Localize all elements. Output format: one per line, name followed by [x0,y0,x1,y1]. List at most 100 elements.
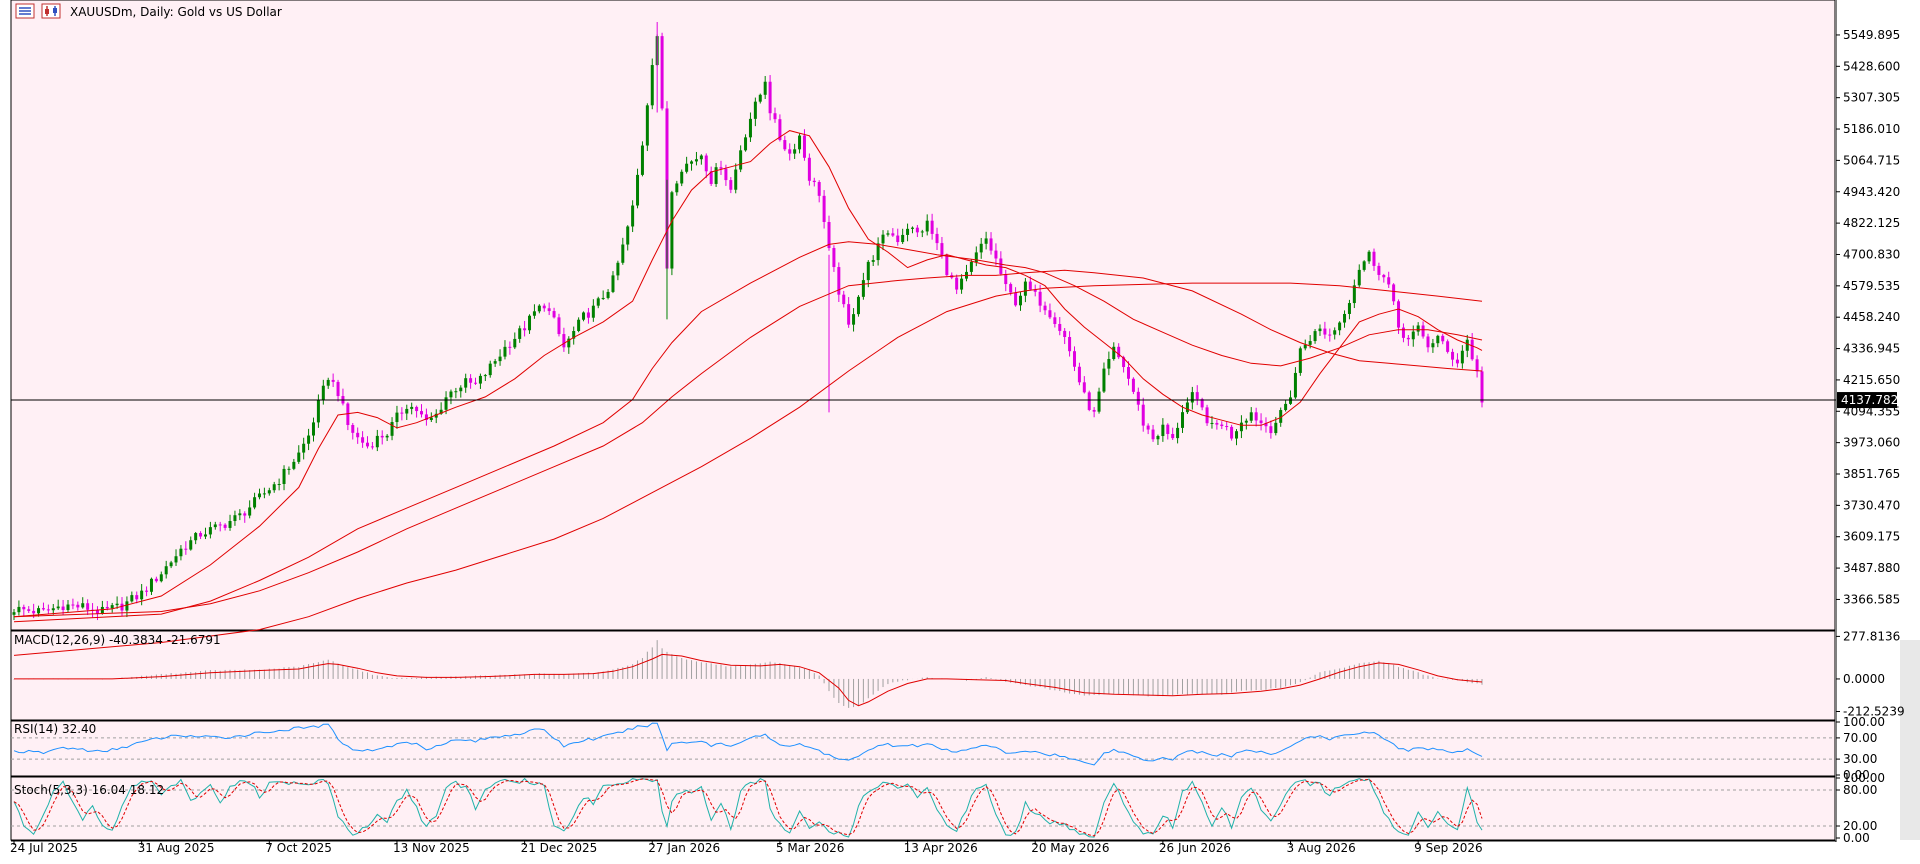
stoch-panel[interactable]: Stoch(5,3,3) 16.04 18.12 [11,777,1835,838]
candle[interactable] [434,409,438,424]
candle[interactable] [76,601,80,611]
candle[interactable] [1362,260,1366,272]
candle[interactable] [189,536,193,551]
candle[interactable] [739,145,743,173]
candle[interactable] [670,190,674,276]
candle[interactable] [297,445,301,464]
candle[interactable] [218,521,222,532]
candle[interactable] [125,596,129,618]
candle[interactable] [744,134,748,152]
candle[interactable] [27,606,31,614]
candle[interactable] [1352,279,1356,309]
candle[interactable] [876,237,880,266]
candle[interactable] [164,560,168,579]
candle[interactable] [56,599,60,610]
candle[interactable] [1063,328,1067,345]
candle[interactable] [1077,362,1081,386]
candle[interactable] [989,232,993,255]
candle[interactable] [645,103,649,152]
candle[interactable] [1033,284,1037,297]
candle[interactable] [866,260,870,288]
rsi-line[interactable] [13,722,1483,766]
candle[interactable] [415,405,419,418]
candle[interactable] [1215,419,1219,430]
candle[interactable] [915,225,919,238]
candle[interactable] [1259,413,1263,431]
candle[interactable] [262,487,266,499]
candle[interactable] [773,107,777,123]
candle[interactable] [61,599,65,615]
candle[interactable] [596,296,600,309]
candle[interactable] [375,429,379,452]
moving-averages[interactable] [13,130,1483,656]
candle[interactable] [861,272,865,300]
candle[interactable] [822,190,826,229]
candle[interactable] [100,600,104,615]
candle[interactable] [380,430,384,445]
candle[interactable] [783,135,787,152]
candle[interactable] [793,143,797,159]
candle[interactable] [1313,328,1317,344]
candle[interactable] [1269,420,1273,439]
candle[interactable] [233,510,237,526]
candle[interactable] [1392,283,1396,306]
candle[interactable] [277,478,281,491]
candle[interactable] [405,404,409,420]
candle[interactable] [1210,416,1214,429]
macd-signal-line[interactable] [14,653,1483,707]
candle[interactable] [51,604,55,615]
candle[interactable] [1235,429,1239,446]
candle[interactable] [464,373,468,393]
candle[interactable] [1455,353,1459,368]
candle[interactable] [498,349,502,366]
candle[interactable] [336,379,340,402]
candle[interactable] [22,604,26,616]
candle[interactable] [1387,271,1391,288]
candle[interactable] [1426,333,1430,353]
candle[interactable] [140,584,144,606]
candle[interactable] [1367,250,1371,264]
candle[interactable] [582,311,586,322]
candle[interactable] [694,151,698,166]
candle[interactable] [719,160,723,175]
candle[interactable] [1225,421,1229,431]
candle[interactable] [228,514,232,531]
candle[interactable] [729,177,733,194]
candle[interactable] [395,405,399,429]
candle[interactable] [238,509,242,521]
candle[interactable] [616,260,620,281]
candle[interactable] [626,225,630,251]
candle[interactable] [528,314,532,334]
macd-panel[interactable]: MACD(12,26,9) -40.3834 -21.6791 [13,633,1483,708]
candle[interactable] [474,377,478,385]
candle[interactable] [493,358,497,367]
candle[interactable] [1411,325,1415,347]
candle[interactable] [370,441,374,450]
candle[interactable] [208,521,212,539]
main-chart[interactable] [11,22,1836,656]
candle[interactable] [532,304,536,319]
candle[interactable] [272,481,276,493]
candle[interactable] [714,163,718,187]
candle[interactable] [1161,418,1165,442]
moving-average-line[interactable] [13,241,1483,623]
candle[interactable] [1377,262,1381,281]
candle[interactable] [1028,276,1032,291]
candle[interactable] [223,523,227,531]
candle[interactable] [758,93,762,104]
candle[interactable] [1333,327,1337,340]
candle[interactable] [110,602,114,613]
candle[interactable] [311,417,315,442]
stoch-main-line[interactable] [13,777,1483,838]
candle[interactable] [459,385,463,398]
candle[interactable] [547,302,551,316]
candle[interactable] [935,227,939,251]
candle[interactable] [194,531,198,545]
candle[interactable] [115,596,119,609]
candle[interactable] [1220,421,1224,430]
candle[interactable] [1303,339,1307,351]
candle[interactable] [361,431,365,448]
candle[interactable] [837,262,841,302]
candle[interactable] [1072,346,1076,372]
